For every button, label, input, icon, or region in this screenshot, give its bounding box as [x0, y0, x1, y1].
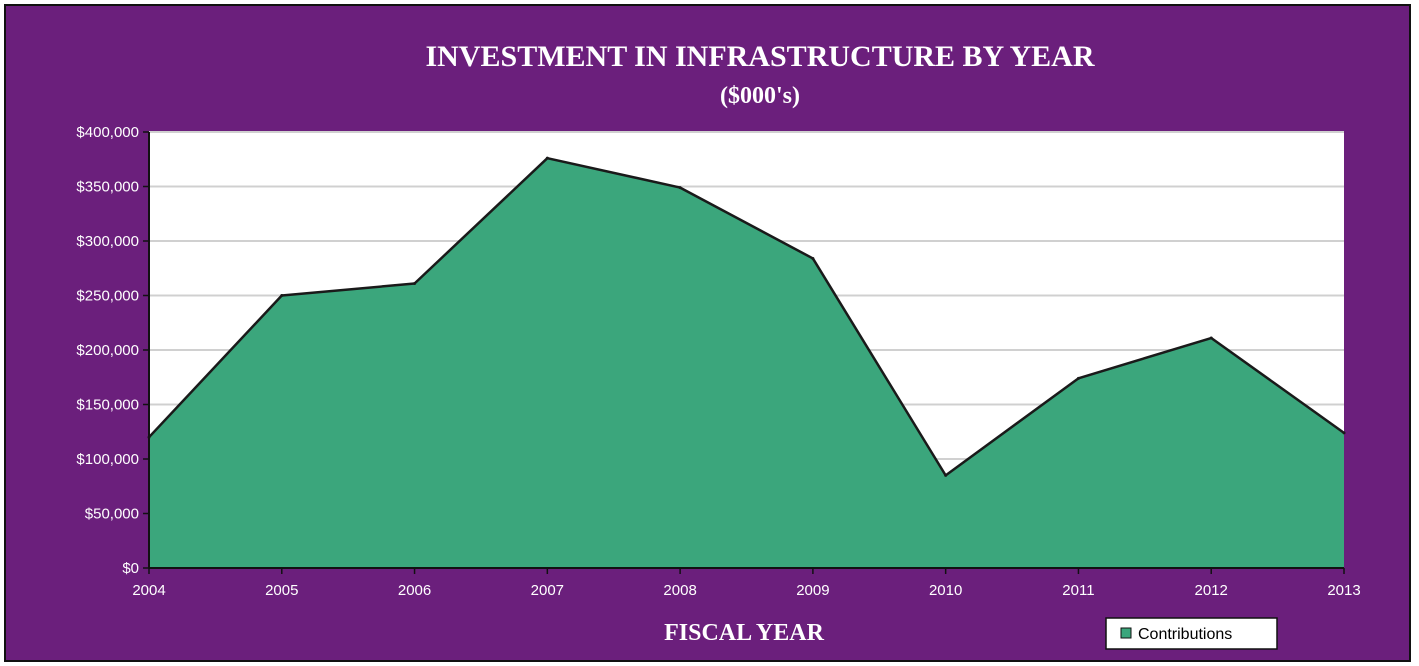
data-point-2010	[944, 473, 948, 477]
data-point-2007	[545, 156, 549, 160]
x-tick-label-2006: 2006	[398, 582, 431, 599]
x-tick-label-2012: 2012	[1195, 582, 1228, 599]
y-tick-label: $0	[122, 560, 139, 577]
y-tick-label: $250,000	[76, 288, 139, 305]
x-tick-label-2010: 2010	[929, 582, 962, 599]
area-fill-contributions	[149, 158, 1344, 568]
x-tick-label-2004: 2004	[132, 582, 165, 599]
legend-box	[1105, 617, 1278, 650]
x-tick-label-2005: 2005	[265, 582, 298, 599]
y-tick-label: $100,000	[76, 451, 139, 468]
area-outline-contributions	[148, 156, 1345, 477]
x-tick-label-2009: 2009	[796, 582, 829, 599]
y-tick-label: $50,000	[85, 506, 139, 523]
y-tick-label: $400,000	[76, 124, 139, 141]
data-point-2012	[1209, 336, 1213, 340]
y-tick-label: $200,000	[76, 342, 139, 359]
chart-title: INVESTMENT IN INFRASTRUCTURE BY YEAR	[426, 40, 1095, 73]
data-point-2006	[413, 282, 417, 286]
x-axis-title: FISCAL YEAR	[664, 620, 824, 646]
data-point-2013	[1342, 431, 1346, 435]
data-point-2009	[811, 256, 815, 260]
y-axis-ticks: $0 $50,000 $100,000 $150,000 $200,000 $250,00…	[76, 124, 149, 577]
data-point-2005	[280, 294, 284, 297]
x-axis-ticks: 2004 2005 2006 2007 2008 2009 2010 2011 2012 2013	[132, 568, 1361, 599]
chart-subtitle: ($000's)	[720, 83, 800, 109]
area-series	[147, 156, 1346, 568]
legend: Contributions	[1105, 617, 1278, 650]
data-point-2008	[678, 186, 682, 190]
y-tick-label: $300,000	[76, 233, 139, 250]
legend-swatch	[1120, 627, 1132, 639]
y-tick-label: $150,000	[76, 397, 139, 414]
x-tick-label-2011: 2011	[1062, 582, 1094, 599]
legend-label: Contributions	[1138, 626, 1232, 643]
y-tick-label: $350,000	[76, 179, 139, 196]
x-tick-label-2008: 2008	[663, 582, 696, 599]
data-point-2011	[1076, 376, 1080, 380]
x-tick-label-2013: 2013	[1327, 582, 1360, 599]
x-tick-label-2007: 2007	[531, 582, 564, 599]
